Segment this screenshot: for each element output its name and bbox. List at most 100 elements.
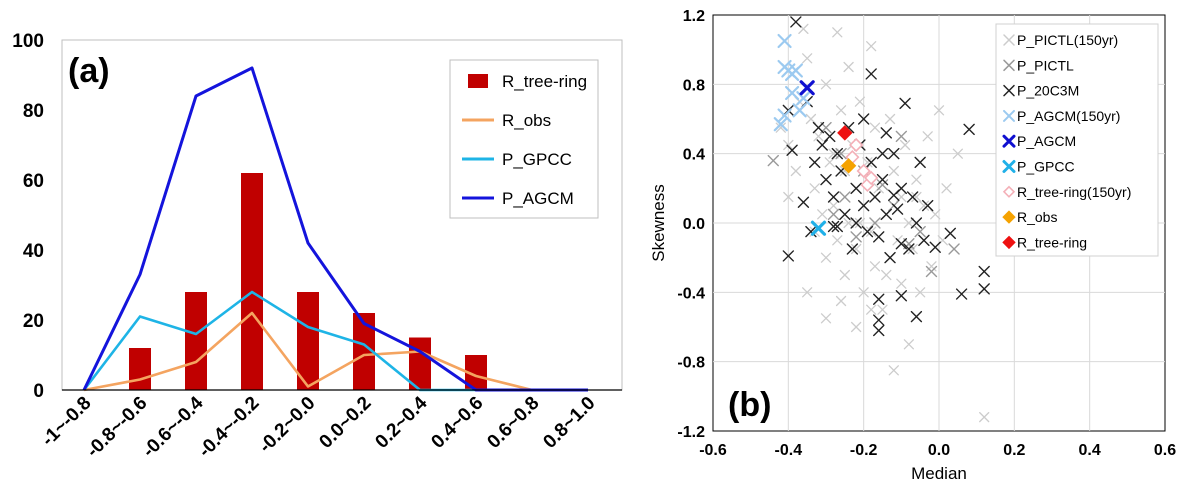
scatter-point — [850, 217, 862, 229]
scatter-point — [846, 243, 859, 255]
legend-label: R_tree-ring — [502, 72, 587, 91]
marker-stroke — [820, 173, 832, 186]
marker-stroke — [869, 122, 881, 133]
marker-stroke — [857, 199, 870, 212]
legend-label: R_obs — [502, 111, 551, 130]
x-tick-label: 0.4~0.6 — [427, 393, 487, 453]
scatter-point — [948, 243, 960, 255]
marker-stroke — [786, 144, 798, 156]
scatter-point — [888, 147, 900, 160]
scatter-point — [849, 137, 864, 153]
scatter-point — [840, 158, 857, 174]
scatter-point — [802, 53, 813, 64]
marker-stroke — [865, 68, 877, 80]
y-tick-label: 0.4 — [683, 147, 705, 164]
x-tick-label: 0.0 — [928, 442, 950, 459]
marker-stroke — [911, 174, 922, 185]
scatter-point — [782, 250, 795, 262]
scatter-point — [866, 41, 877, 52]
marker-stroke — [877, 304, 888, 315]
legend-marker — [1002, 235, 1016, 250]
marker-stroke — [903, 243, 915, 255]
scatter-point — [850, 231, 862, 243]
scatter-point — [922, 199, 934, 212]
scatter-series — [773, 33, 811, 132]
marker-stroke — [922, 199, 934, 212]
panel-label: (b) — [728, 386, 771, 424]
marker-stroke — [978, 265, 990, 278]
scatter-point — [805, 225, 817, 238]
scatter-point — [865, 68, 877, 80]
scatter-point — [884, 113, 896, 125]
marker-stroke — [820, 252, 832, 263]
legend-marker — [1002, 185, 1016, 198]
x-tick-label: -0.8~-0.6 — [83, 393, 152, 462]
scatter-point — [858, 287, 869, 298]
scatter-point — [884, 251, 896, 264]
marker-stroke — [790, 16, 802, 28]
bar — [353, 313, 375, 390]
marker-stroke — [802, 287, 813, 298]
marker-stroke — [861, 225, 874, 238]
marker-stroke — [820, 79, 832, 90]
scatter-point — [869, 217, 881, 229]
marker-stroke — [827, 208, 840, 221]
legend-label: P_20C3M — [1017, 83, 1079, 99]
scatter-point — [910, 217, 923, 229]
scatter-point — [891, 203, 904, 215]
marker-stroke — [854, 217, 866, 229]
marker-stroke — [876, 173, 889, 186]
scatter-point — [786, 144, 798, 156]
marker-stroke — [933, 105, 945, 116]
scatter-point — [873, 293, 885, 305]
marker-stroke — [777, 108, 792, 123]
marker-stroke — [955, 288, 968, 300]
legend-label: P_AGCM — [1017, 133, 1076, 149]
marker-stroke — [888, 147, 900, 160]
scatter-point — [835, 147, 847, 160]
y-tick-label: -0.4 — [677, 285, 705, 302]
marker-stroke — [824, 130, 836, 143]
scatter-point — [810, 220, 827, 236]
scatter-point — [861, 225, 874, 238]
y-tick-label: 1.2 — [683, 8, 705, 25]
marker-stroke — [910, 217, 923, 229]
legend-marker — [1003, 84, 1015, 97]
legend: P_PICTL(150yr) P_PICTL P_20C3M P_AGCM(150yr… — [995, 23, 1159, 257]
scatter-point — [813, 131, 824, 142]
scatter-point — [775, 122, 786, 133]
marker-stroke — [797, 196, 810, 208]
marker-stroke — [839, 208, 851, 221]
scatter-series — [799, 80, 815, 96]
marker-stroke — [835, 295, 847, 307]
marker-stroke — [810, 220, 827, 236]
scatter-point — [796, 91, 811, 106]
x-tick-label: 0.4 — [1079, 442, 1101, 459]
legend: R_tree-ring R_obs P_GPCC P_AGCM — [449, 59, 599, 219]
legend-marker — [1002, 160, 1016, 173]
marker-stroke — [895, 238, 908, 250]
marker-stroke — [784, 85, 800, 101]
marker-stroke — [802, 53, 813, 64]
legend-frame — [995, 23, 1159, 257]
scatter-point — [835, 105, 847, 116]
marker-stroke — [907, 243, 918, 255]
scatter-point — [877, 304, 888, 315]
scatter-point — [805, 113, 817, 125]
scatter-point — [876, 179, 889, 191]
bar — [185, 292, 207, 390]
marker-stroke — [903, 217, 915, 229]
marker-stroke — [888, 365, 899, 376]
bar — [129, 348, 151, 390]
marker-stroke — [816, 139, 828, 151]
scatter-point — [788, 63, 803, 78]
scatter-series — [837, 125, 853, 141]
marker-stroke — [858, 287, 869, 298]
marker-stroke — [866, 226, 877, 237]
scatter-point — [790, 165, 802, 177]
marker-stroke — [820, 313, 832, 324]
marker-stroke — [792, 103, 807, 118]
marker-stroke — [891, 203, 904, 215]
marker-stroke — [835, 147, 847, 160]
scatter-point — [824, 157, 835, 168]
